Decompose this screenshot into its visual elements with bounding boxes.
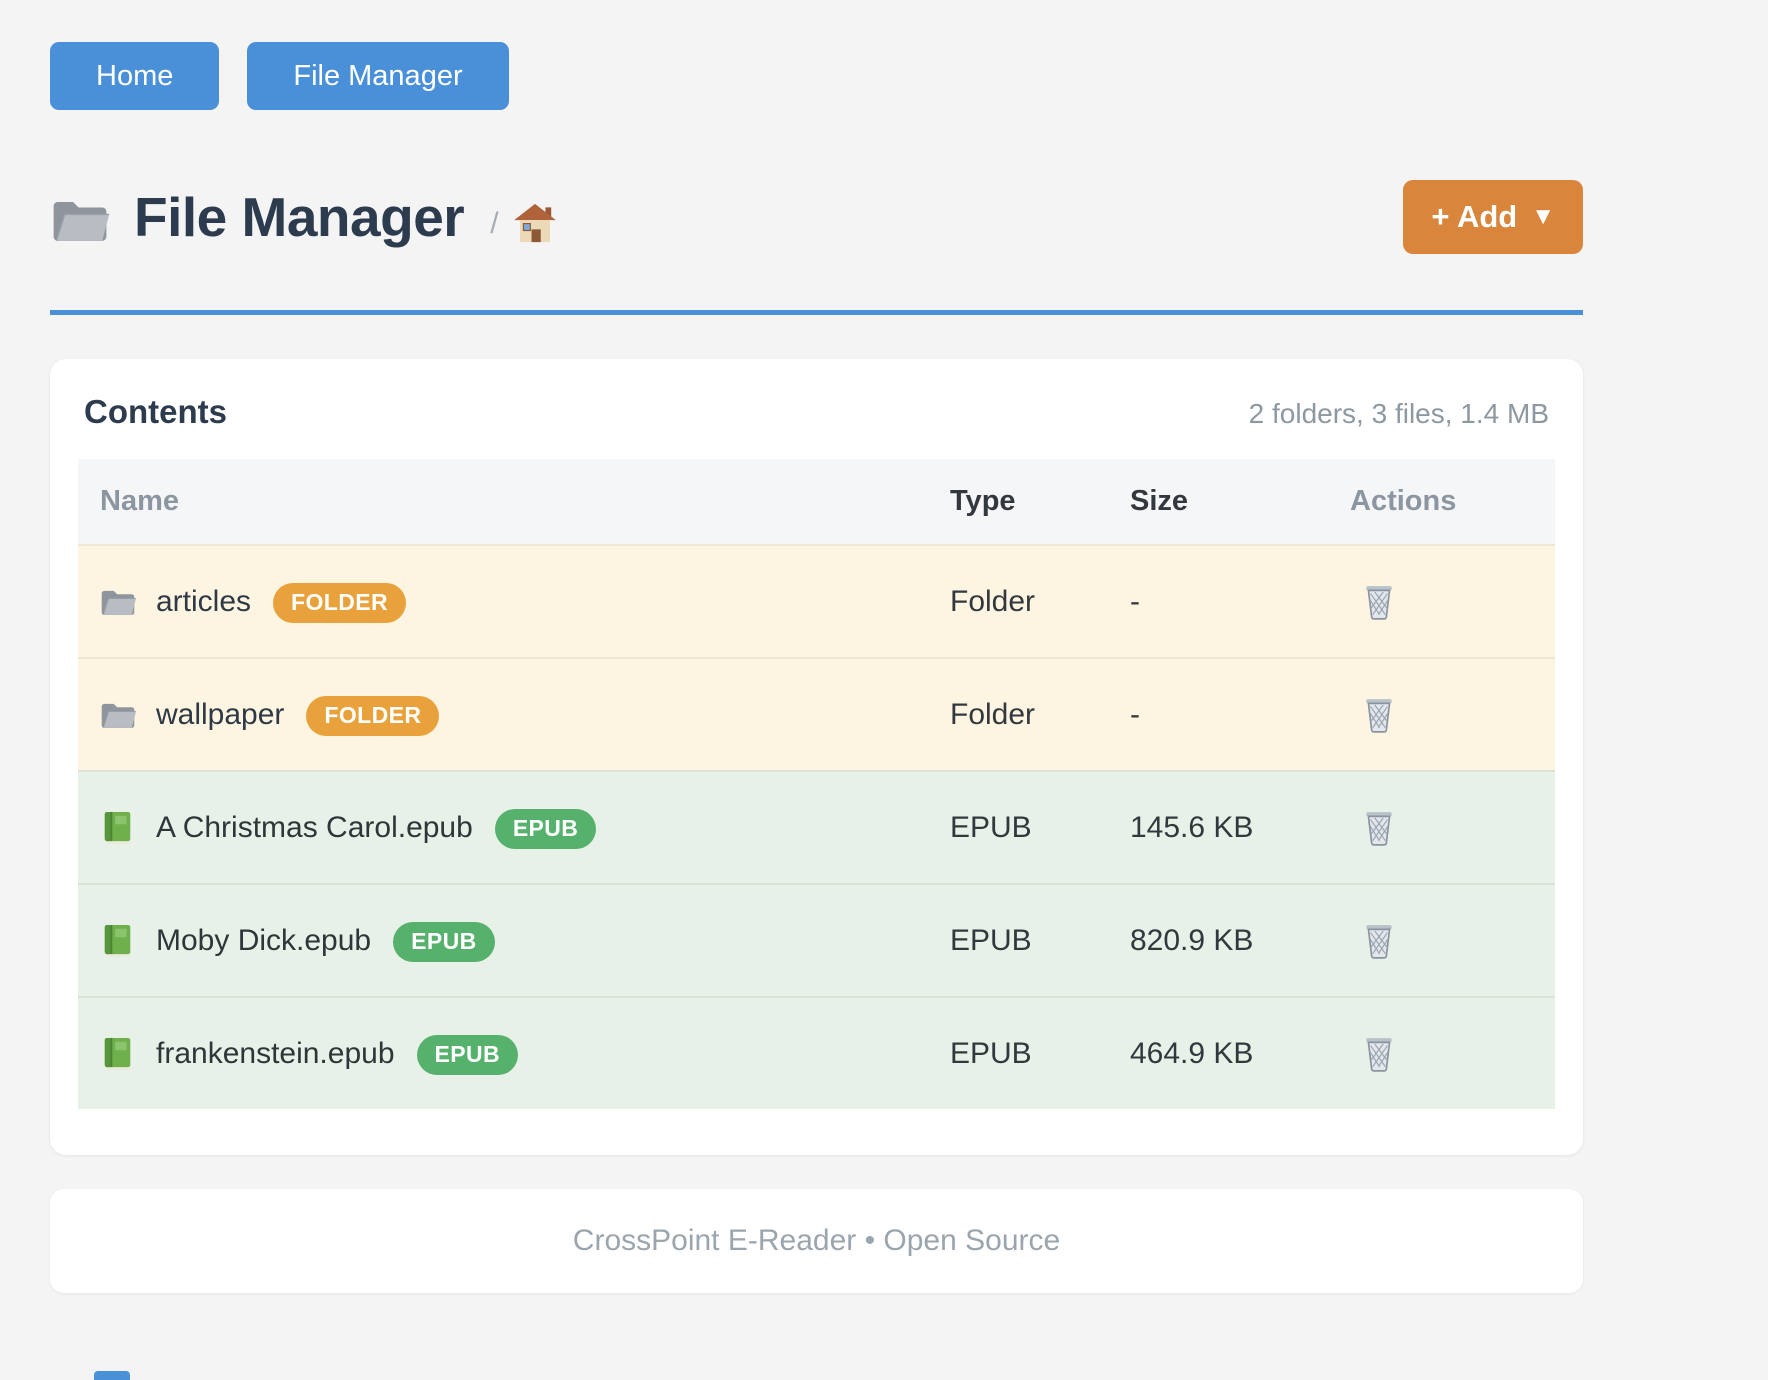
column-header-type: Type (950, 485, 1016, 517)
table-row: wallpaper FOLDER Folder - (78, 657, 1555, 770)
item-type: Folder (950, 584, 1036, 618)
column-header-name: Name (100, 485, 179, 517)
item-name[interactable]: wallpaper (156, 697, 285, 731)
folder-icon (101, 589, 136, 615)
item-type: EPUB (950, 923, 1032, 957)
table-header-row: Name Type Size Actions (78, 459, 1555, 544)
table-row: articles FOLDER Folder - (78, 544, 1555, 657)
item-name[interactable]: A Christmas Carol.epub (156, 810, 473, 844)
item-size: - (1130, 697, 1140, 731)
contents-card: Contents 2 folders, 3 files, 1.4 MB Name… (50, 359, 1583, 1155)
partially-visible-button[interactable] (94, 1371, 130, 1380)
folder-badge: FOLDER (306, 695, 440, 736)
item-name[interactable]: articles (156, 584, 252, 618)
item-size: - (1130, 584, 1140, 618)
home-nav-button[interactable]: Home (50, 42, 220, 110)
footer-text: CrossPoint E-Reader • Open Source (572, 1224, 1061, 1257)
trash-icon (1365, 697, 1393, 733)
column-header-size: Size (1130, 485, 1189, 517)
delete-button[interactable] (1358, 1031, 1400, 1077)
column-header-actions: Actions (1350, 485, 1457, 517)
trash-icon (1365, 810, 1393, 846)
header-divider (50, 310, 1583, 315)
trash-icon (1365, 923, 1393, 959)
page-header: File Manager / + Add ▼ (50, 180, 1583, 254)
item-type: Folder (950, 697, 1036, 731)
book-icon (104, 1037, 131, 1070)
delete-button[interactable] (1358, 579, 1400, 625)
epub-badge: EPUB (393, 921, 495, 962)
trash-icon (1365, 584, 1393, 620)
table-row: A Christmas Carol.epub EPUB EPUB 145.6 K… (78, 770, 1555, 883)
item-type: EPUB (950, 810, 1032, 844)
house-icon[interactable] (513, 202, 557, 244)
folder-icon (52, 201, 110, 242)
delete-button[interactable] (1358, 805, 1400, 851)
file-manager-nav-button[interactable]: File Manager (247, 42, 509, 110)
folder-badge: FOLDER (273, 582, 406, 623)
page-content: Home File Manager File Manager / + Add ▼… (50, 0, 1583, 1293)
epub-badge: EPUB (416, 1034, 519, 1075)
delete-button[interactable] (1358, 918, 1400, 964)
item-size: 145.6 KB (1130, 810, 1254, 844)
title-wrap: File Manager / (50, 185, 557, 249)
item-type: EPUB (950, 1036, 1032, 1070)
item-size: 464.9 KB (1130, 1036, 1254, 1070)
file-table: Name Type Size Actions articles FOLDER F… (78, 459, 1555, 1109)
item-name[interactable]: frankenstein.epub (156, 1036, 395, 1070)
breadcrumb-separator: / (490, 207, 499, 240)
chevron-down-icon: ▼ (1531, 203, 1555, 230)
book-icon (104, 924, 131, 957)
book-icon (104, 811, 131, 844)
page-title: File Manager (134, 186, 465, 248)
delete-button[interactable] (1358, 692, 1400, 738)
contents-heading: Contents (84, 393, 227, 430)
folder-icon (101, 702, 136, 728)
trash-icon (1365, 1036, 1393, 1072)
table-row: frankenstein.epub EPUB EPUB 464.9 KB (78, 996, 1555, 1109)
epub-badge: EPUB (494, 808, 597, 849)
contents-card-header: Contents 2 folders, 3 files, 1.4 MB (78, 393, 1555, 459)
item-name[interactable]: Moby Dick.epub (156, 923, 372, 957)
footer: CrossPoint E-Reader • Open Source (50, 1189, 1583, 1293)
table-row: Moby Dick.epub EPUB EPUB 820.9 KB (78, 883, 1555, 996)
contents-summary: 2 folders, 3 files, 1.4 MB (1248, 398, 1549, 429)
item-size: 820.9 KB (1130, 923, 1254, 957)
top-nav: Home File Manager (50, 42, 1583, 110)
add-button-label: + Add (1431, 199, 1518, 234)
add-button[interactable]: + Add ▼ (1403, 180, 1583, 254)
